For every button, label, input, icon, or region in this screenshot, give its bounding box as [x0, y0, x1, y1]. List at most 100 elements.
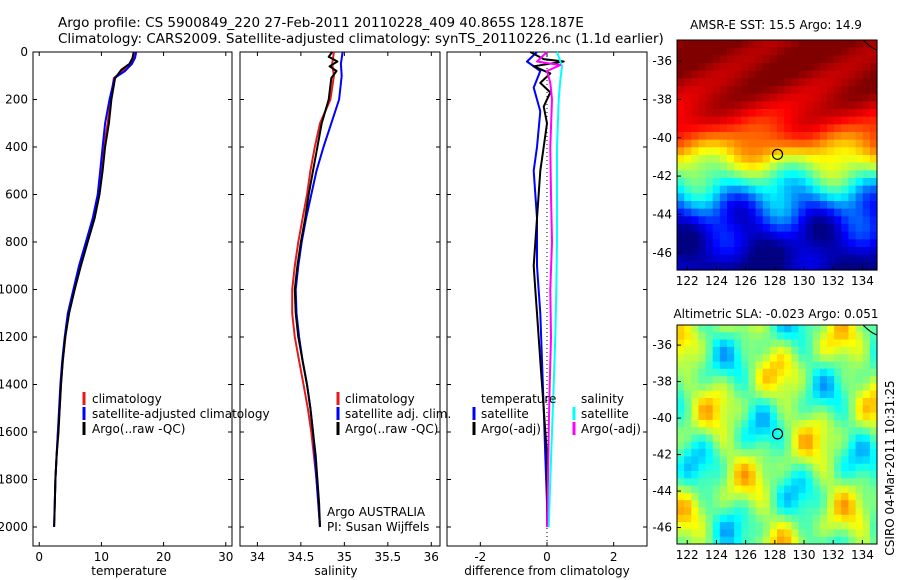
heatmap-cell: [755, 522, 764, 530]
heatmap-cell: [734, 332, 742, 341]
heatmap-cell: [791, 155, 800, 164]
heatmap-cell: [819, 124, 828, 133]
heatmap-cell: [698, 383, 707, 392]
heatmap-cell: [684, 529, 692, 538]
heatmap-cell: [777, 47, 785, 56]
heatmap-cell: [869, 507, 878, 516]
heatmap-cell: [698, 463, 707, 472]
heatmap-cell: [719, 325, 728, 333]
heatmap-cell: [705, 412, 714, 421]
heatmap-cell: [777, 361, 785, 370]
heatmap-cell: [705, 471, 714, 479]
heatmap-cell: [727, 376, 735, 384]
heatmap-cell: [791, 412, 800, 421]
heatmap-cell: [698, 239, 707, 248]
heatmap-cell: [841, 116, 850, 125]
heatmap-cell: [719, 368, 728, 377]
heatmap-cell: [719, 361, 728, 370]
heatmap-cell: [705, 55, 714, 64]
heatmap-cell: [784, 522, 792, 530]
heatmap-cell: [712, 332, 721, 341]
heatmap-cell: [712, 178, 721, 187]
heatmap-cell: [734, 485, 742, 494]
heatmap-cell: [705, 78, 714, 87]
heatmap-cell: [812, 70, 821, 79]
heatmap-cell: [691, 139, 700, 148]
heatmap-cell: [819, 463, 828, 472]
heatmap-cell: [791, 132, 800, 141]
heatmap-cell: [777, 40, 785, 49]
heatmap-cell: [727, 193, 735, 202]
heatmap-cell: [755, 529, 764, 538]
heatmap-cell: [777, 231, 785, 240]
heatmap-cell: [848, 485, 857, 494]
heatmap-cell: [784, 70, 792, 79]
heatmap-cell: [784, 231, 792, 240]
heatmap-cell: [827, 155, 835, 164]
heatmap-cell: [762, 361, 771, 370]
heatmap-cell: [798, 456, 807, 465]
heatmap-cell: [848, 47, 857, 56]
heatmap-cell: [841, 47, 850, 56]
heatmap-cell: [684, 185, 692, 194]
heatmap-cell: [791, 529, 800, 538]
heatmap-cell: [769, 132, 778, 141]
heatmap-cell: [819, 449, 828, 457]
heatmap-cell: [848, 155, 857, 164]
heatmap-cell: [855, 178, 864, 187]
heatmap-cell: [798, 193, 807, 202]
heatmap-cell: [755, 478, 764, 487]
heatmap-cell: [841, 522, 850, 530]
heatmap-cell: [748, 383, 757, 392]
heatmap-cell: [819, 339, 828, 348]
heatmap-cell: [869, 368, 878, 377]
heatmap-cell: [841, 419, 850, 428]
heatmap-cell: [798, 478, 807, 487]
heatmap-cell: [805, 147, 814, 156]
heatmap-cell: [719, 193, 728, 202]
heatmap-cell: [869, 55, 878, 64]
heatmap-cell: [755, 47, 764, 56]
heatmap-cell: [855, 63, 864, 72]
heatmap-cell: [727, 116, 735, 125]
heatmap-cell: [755, 40, 764, 49]
heatmap-cell: [705, 155, 714, 164]
heatmap-cell: [684, 216, 692, 225]
heatmap-cell: [769, 485, 778, 494]
heatmap-cell: [755, 492, 764, 501]
heatmap-cell: [727, 361, 735, 370]
heatmap-cell: [684, 55, 692, 64]
heatmap-cell: [698, 471, 707, 479]
heatmap-cell: [769, 514, 778, 523]
heatmap-cell: [712, 412, 721, 421]
heatmap-cell: [727, 147, 735, 156]
heatmap-cell: [784, 216, 792, 225]
heatmap-cell: [748, 124, 757, 133]
heatmap-cell: [791, 427, 800, 436]
heatmap-cell: [734, 522, 742, 530]
heatmap-cell: [712, 383, 721, 392]
heatmap-cell: [677, 332, 685, 341]
heatmap-cell: [684, 325, 692, 333]
heatmap-cell: [791, 463, 800, 472]
heatmap-cell: [841, 224, 850, 233]
heatmap-cell: [677, 354, 685, 363]
heatmap-cell: [684, 162, 692, 171]
heatmap-cell: [727, 434, 735, 443]
heatmap-cell: [727, 412, 735, 421]
heatmap-cell: [848, 398, 857, 406]
heatmap-cell: [734, 507, 742, 516]
heatmap-cell: [862, 124, 871, 133]
heatmap-cell: [705, 492, 714, 501]
heatmap-cell: [819, 101, 828, 110]
heatmap-cell: [762, 398, 771, 406]
heatmap-cell: [755, 55, 764, 64]
map-frame: [676, 39, 878, 271]
heatmap-cell: [777, 354, 785, 363]
heatmap-cell: [677, 201, 685, 210]
heatmap-cell: [677, 55, 685, 64]
heatmap-cell: [848, 390, 857, 399]
heatmap-cell: [777, 185, 785, 194]
heatmap-cell: [791, 216, 800, 225]
heatmap-cell: [727, 368, 735, 377]
